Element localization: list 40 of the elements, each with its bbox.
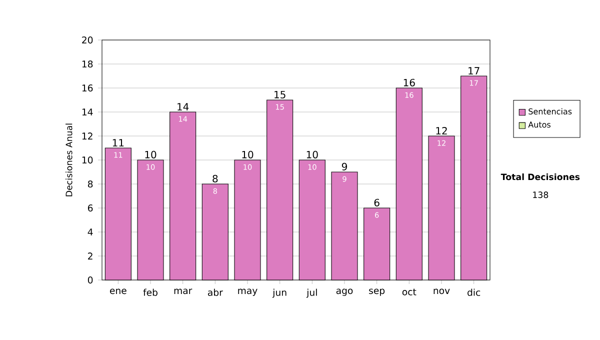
text: 138 [533, 192, 548, 198]
total-label: 6 [374, 198, 380, 206]
y-axis-title: Decisiones Anual [66, 124, 72, 196]
total-label: 9 [342, 162, 347, 170]
text: Total Decisiones [500, 173, 580, 180]
y-tick-label: 2 [88, 252, 92, 260]
x-tick-label: jun [272, 288, 286, 298]
x-tick-label: abr [208, 288, 223, 296]
x-tick-label: sep [369, 288, 385, 296]
total-label: 16 [404, 78, 415, 86]
x-tick-label: may [238, 288, 258, 296]
y-tick-label: 4 [88, 228, 93, 236]
x-tick-label: mar [174, 288, 192, 294]
total-label: 10 [145, 150, 156, 158]
y-tick-label: 14 [82, 108, 93, 116]
total-label: 11 [112, 139, 124, 146]
total-label: 14 [178, 103, 189, 110]
total-label: 12 [436, 126, 447, 134]
total-label: 15 [274, 90, 286, 98]
y-tick-label: 0 [88, 276, 93, 284]
y-tick-label: 8 [88, 180, 93, 188]
y-tick-label: 10 [82, 156, 93, 164]
total-label: 10 [306, 150, 318, 158]
y-tick-label: 20 [82, 36, 93, 44]
x-tick-label: ago [336, 288, 353, 296]
total-label: 17 [468, 67, 480, 74]
x-tick-label: ene [110, 288, 126, 294]
y-tick-label: 18 [82, 60, 93, 68]
legend-label: Sentencias [528, 108, 572, 114]
x-tick-label: nov [434, 288, 450, 294]
x-tick-label: feb [143, 288, 158, 296]
x-tick-label: dic [468, 288, 480, 296]
y-tick-label: 12 [82, 132, 92, 140]
y-tick-label: 6 [88, 204, 93, 212]
legend-label: Autos [528, 122, 551, 128]
total-label: 8 [212, 174, 218, 182]
total-label: 10 [242, 150, 254, 158]
x-tick-label: oct [402, 288, 416, 296]
y-tick-label: 16 [82, 84, 93, 92]
x-tick-label: jul [306, 288, 317, 298]
